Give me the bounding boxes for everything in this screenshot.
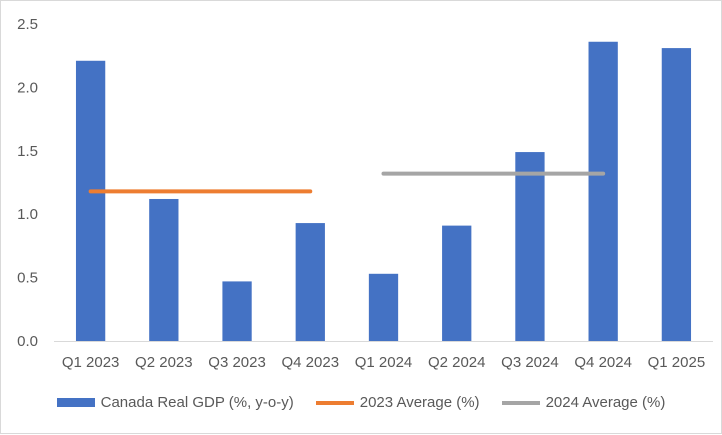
bar: [588, 41, 618, 341]
legend-swatch-2023-average: [315, 400, 354, 405]
x-tick-label: Q4 2024: [574, 354, 632, 371]
x-tick-label: Q3 2024: [501, 354, 559, 371]
bar: [75, 60, 106, 341]
legend-swatch-2024-average: [501, 400, 540, 405]
x-tick-label: Q1 2023: [62, 354, 120, 371]
y-tick-label: 0.0: [17, 333, 38, 350]
bar: [442, 225, 472, 341]
legend-label-2024-average: 2024 Average (%): [545, 394, 666, 411]
x-tick-label: Q1 2024: [355, 354, 413, 371]
x-tick-label: Q2 2024: [428, 354, 486, 371]
legend-swatch-gdp: [56, 398, 95, 407]
bar: [149, 198, 179, 341]
y-tick-label: 2.0: [17, 79, 38, 96]
legend: Canada Real GDP (%, y-o-y) 2023 Average …: [1, 394, 721, 411]
y-tick-label: 1.5: [17, 143, 38, 160]
bar: [515, 152, 545, 341]
legend-label-gdp: Canada Real GDP (%, y-o-y): [100, 394, 294, 411]
bar: [222, 281, 252, 341]
y-tick-label: 2.5: [17, 16, 38, 33]
legend-item-gdp: Canada Real GDP (%, y-o-y): [56, 394, 294, 411]
bar: [295, 223, 325, 341]
y-tick-label: 1.0: [17, 206, 38, 223]
legend-item-2024-average: 2024 Average (%): [501, 394, 666, 411]
x-tick-label: Q4 2023: [282, 354, 340, 371]
legend-label-2023-average: 2023 Average (%): [359, 394, 480, 411]
bar: [368, 273, 399, 341]
x-tick-label: Q2 2023: [135, 354, 193, 371]
y-tick-label: 0.5: [17, 270, 38, 287]
x-tick-label: Q3 2023: [208, 354, 266, 371]
bar: [661, 48, 692, 341]
x-tick-label: Q1 2025: [648, 354, 706, 371]
legend-item-2023-average: 2023 Average (%): [315, 394, 480, 411]
